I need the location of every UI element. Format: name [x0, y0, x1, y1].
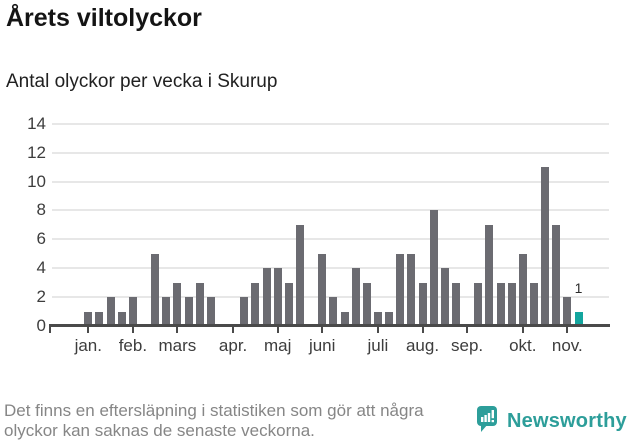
y-axis-tick-label: 4: [36, 258, 46, 278]
y-axis-tick-label: 0: [36, 316, 46, 335]
bar: [373, 311, 382, 326]
newsworthy-logo-icon: [477, 406, 497, 432]
bar: [318, 253, 327, 327]
x-axis-origin-tick: [49, 327, 51, 333]
month-label: mars: [158, 336, 197, 355]
y-axis-tick-label: 14: [27, 113, 46, 133]
bar: [418, 282, 427, 326]
bar: [128, 297, 137, 326]
bar: [507, 282, 516, 326]
month-tick: [232, 327, 235, 333]
footnote-line-2: olyckor kan saknas de senaste veckorna.: [4, 421, 315, 440]
gridline: [52, 180, 609, 183]
y-axis-tick-label: 6: [36, 229, 46, 249]
bar: [206, 297, 215, 326]
month-tick: [421, 327, 424, 333]
bar: [451, 282, 460, 326]
gridline: [52, 151, 609, 154]
footnote-line-1: Det finns en eftersläpning i statistiken…: [4, 401, 424, 420]
bar: [240, 297, 249, 326]
bar: [162, 297, 171, 326]
y-axis-tick-label: 10: [27, 171, 46, 191]
bar: [184, 297, 193, 326]
month-label: juli: [367, 336, 389, 355]
month-tick: [376, 327, 379, 333]
bar: [251, 282, 260, 326]
month-label: jan.: [74, 336, 102, 355]
bar: [529, 282, 538, 326]
month-label: juni: [308, 336, 336, 355]
month-tick: [321, 327, 324, 333]
gridline: [52, 209, 609, 212]
bar: [518, 253, 527, 327]
last-bar-value-label: 1: [574, 279, 583, 296]
bar: [195, 282, 204, 326]
bar: [440, 268, 449, 326]
newsworthy-logo-text: Newsworthy: [507, 410, 627, 432]
bar: [84, 311, 93, 326]
bar: [151, 253, 160, 327]
chart-title: Årets viltolyckor: [6, 4, 202, 32]
gridline: [52, 238, 609, 241]
highlighted-bar: [574, 311, 583, 326]
bar: [396, 253, 405, 327]
month-label: apr.: [218, 336, 248, 355]
month-tick: [466, 327, 469, 333]
bar: [552, 224, 561, 326]
gridline: [52, 267, 609, 270]
bar: [429, 210, 438, 326]
month-label: okt.: [509, 336, 537, 355]
bar: [385, 311, 394, 326]
month-tick: [131, 327, 134, 333]
bar: [485, 224, 494, 326]
month-label: maj: [263, 336, 292, 355]
bar: [262, 268, 271, 326]
gridline: [52, 122, 609, 125]
month-label: sep.: [451, 336, 484, 355]
bar: [496, 282, 505, 326]
bar: [362, 282, 371, 326]
month-tick: [176, 327, 179, 333]
month-tick: [566, 327, 569, 333]
bar: [284, 282, 293, 326]
month-label: nov.: [551, 336, 583, 355]
bar: [340, 311, 349, 326]
bar: [351, 268, 360, 326]
chart-subtitle: Antal olyckor per vecka i Skurup: [6, 71, 278, 92]
month-tick: [87, 327, 90, 333]
y-axis-tick-label: 2: [36, 287, 46, 307]
month-tick: [521, 327, 524, 333]
bar: [173, 282, 182, 326]
bar: [117, 311, 126, 326]
bar: [95, 311, 104, 326]
bar: [106, 297, 115, 326]
x-axis-line: [49, 324, 610, 327]
y-axis-tick-label: 8: [36, 200, 46, 220]
bar: [273, 268, 282, 326]
bar: [474, 282, 483, 326]
month-label: feb.: [118, 336, 148, 355]
bar: [329, 297, 338, 326]
month-label: aug.: [405, 336, 440, 355]
month-tick: [276, 327, 279, 333]
bar: [407, 253, 416, 327]
bar: [296, 224, 304, 326]
bar: [563, 297, 572, 326]
bar: [541, 167, 549, 326]
newsworthy-logo: Newsworthy: [477, 406, 627, 433]
y-axis-tick-label: 12: [27, 142, 46, 162]
